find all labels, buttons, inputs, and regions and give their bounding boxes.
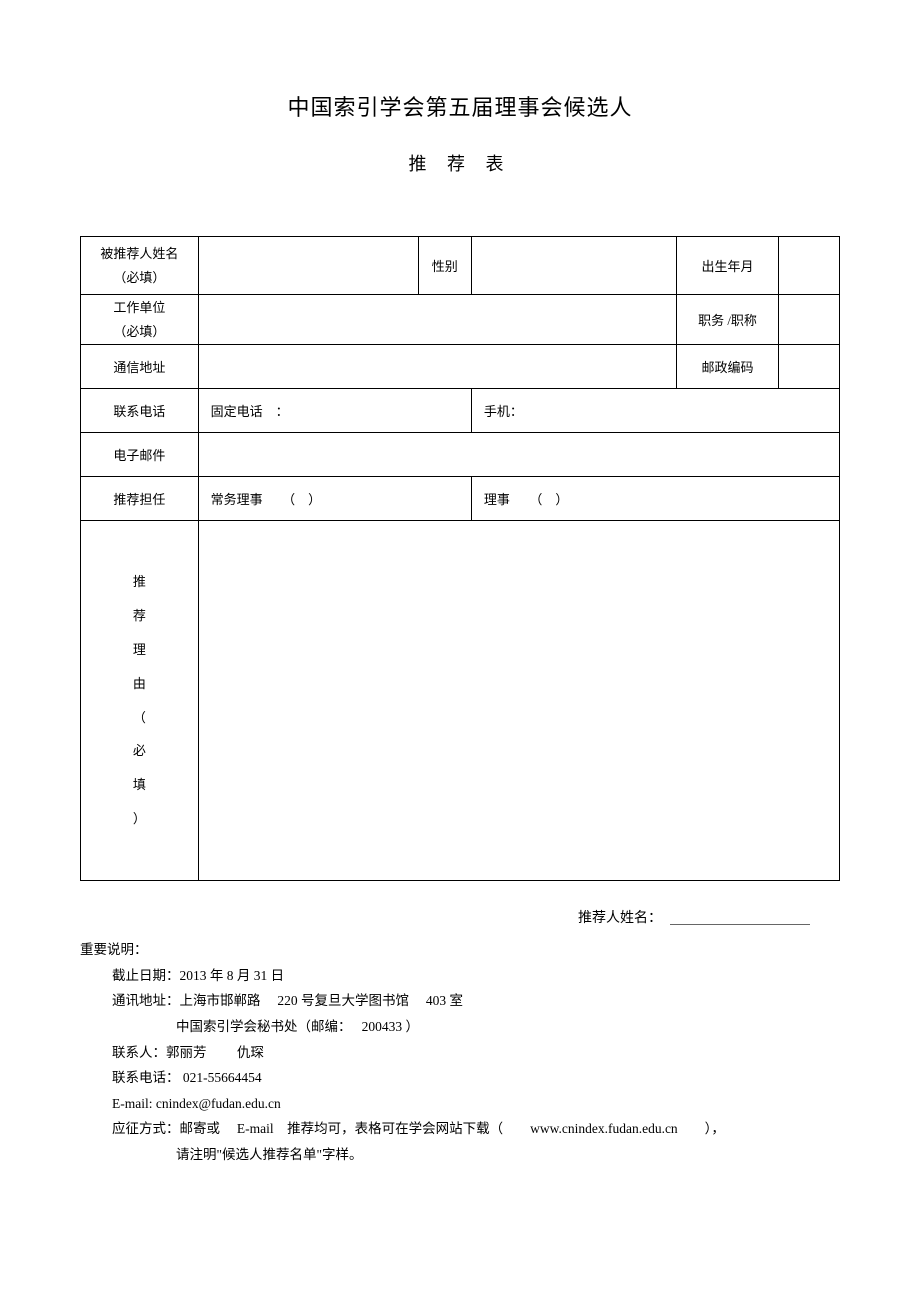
notes-heading: 重要说明： [80,937,840,963]
notes-apply-2: 请注明"候选人推荐名单"字样。 [80,1142,840,1168]
label-nominee-name: 被推荐人姓名 （必填） [81,237,199,295]
notes-address-2: 中国索引学会秘书处（邮编： 200433 ） [80,1014,840,1040]
signature-label: 推荐人姓名： [578,911,662,926]
signature-field[interactable] [670,924,810,925]
field-fixed-phone[interactable]: 固定电话 ： [198,389,471,433]
field-org[interactable] [198,295,676,345]
recommendation-form-table: 被推荐人姓名 （必填） 性别 出生年月 工作单位 （必填） 职务 /职称 通信地… [80,236,840,881]
field-reason[interactable] [198,521,839,881]
notes-address-1: 通讯地址：上海市邯郸路 220 号复旦大学图书馆 403 室 [80,988,840,1014]
label-email: 电子邮件 [81,433,199,477]
label-phone: 联系电话 [81,389,199,433]
option-director[interactable]: 理事 （ ） [471,477,839,521]
signature-line: 推荐人姓名： [80,907,840,927]
label-reason: 推 荐 理 由 （ 必 填 ） [81,521,199,881]
label-address: 通信地址 [81,345,199,389]
notes-contact: 联系人：郭丽芳 仇琛 [80,1040,840,1066]
field-address[interactable] [198,345,676,389]
field-email[interactable] [198,433,839,477]
label-gender: 性别 [418,237,471,295]
field-title[interactable] [779,295,840,345]
reason-chars-vertical: 推 荐 理 由 （ 必 填 ） [89,565,190,835]
option-standing-director[interactable]: 常务理事 （ ） [198,477,471,521]
field-mobile-phone[interactable]: 手机： [471,389,839,433]
label-title: 职务 /职称 [676,295,778,345]
page-subtitle: 推 荐 表 [80,150,840,176]
label-birth: 出生年月 [676,237,778,295]
field-zip[interactable] [779,345,840,389]
label-zip: 邮政编码 [676,345,778,389]
notes-email: E-mail: cnindex@fudan.edu.cn [80,1091,840,1117]
notes-deadline: 截止日期：2013 年 8 月 31 日 [80,963,840,989]
label-org: 工作单位 （必填） [81,295,199,345]
field-birth[interactable] [779,237,840,295]
notes-tel: 联系电话： 021-55664454 [80,1065,840,1091]
field-nominee-name[interactable] [198,237,418,295]
field-gender[interactable] [471,237,676,295]
page-title: 中国索引学会第五届理事会候选人 [80,90,840,122]
label-recommend-role: 推荐担任 [81,477,199,521]
notes-apply-1: 应征方式：邮寄或 E-mail 推荐均可，表格可在学会网站下载（ www.cni… [80,1116,840,1142]
notes-block: 重要说明： 截止日期：2013 年 8 月 31 日 通讯地址：上海市邯郸路 2… [80,937,840,1168]
